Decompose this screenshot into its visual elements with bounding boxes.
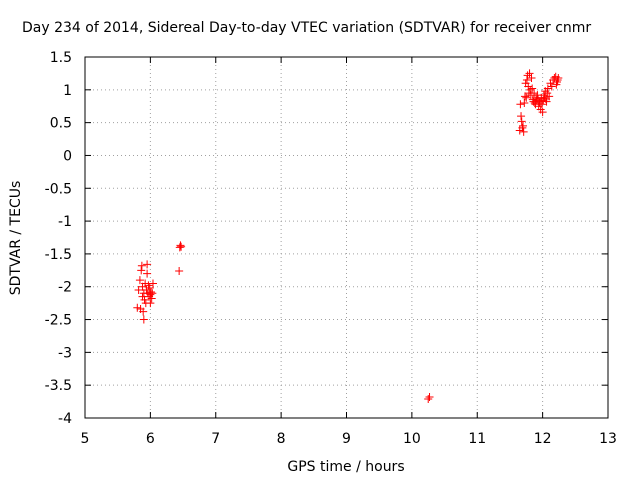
data-point (554, 74, 563, 83)
data-point (537, 100, 546, 109)
y-tick-label: 0 (63, 148, 72, 164)
y-tick-label: -0.5 (45, 181, 72, 197)
data-point (522, 75, 531, 84)
chart-title: Day 234 of 2014, Sidereal Day-to-day VTE… (22, 20, 591, 36)
y-tick-label: -2 (58, 280, 72, 296)
data-point (139, 307, 148, 316)
data-point (528, 95, 537, 104)
data-point (520, 98, 529, 107)
data-point (540, 93, 549, 102)
data-point (530, 89, 539, 98)
data-point (175, 243, 184, 252)
x-tick-label: 5 (81, 431, 90, 447)
y-tick-label: -1.5 (45, 247, 72, 263)
data-point (147, 294, 156, 303)
data-point (137, 266, 146, 275)
data-point (133, 303, 142, 312)
x-tick-label: 8 (277, 431, 286, 447)
data-point (520, 92, 529, 101)
x-tick-label: 12 (534, 431, 552, 447)
data-point (517, 117, 526, 126)
y-tick-label: 1.5 (50, 50, 72, 66)
data-point (143, 260, 152, 269)
data-point (553, 75, 562, 84)
axis-ticks (84, 56, 609, 419)
data-point (140, 295, 149, 304)
data-point (518, 123, 527, 132)
x-tick-label: 7 (211, 431, 220, 447)
x-tick-labels: 5 6 7 8 9 10 11 12 13 (81, 431, 617, 447)
y-tick-label: -1 (58, 214, 72, 230)
data-point (176, 241, 185, 250)
y-tick-label: 0.5 (50, 116, 72, 132)
data-point (146, 299, 155, 308)
data-points (133, 69, 563, 403)
x-tick-label: 9 (342, 431, 351, 447)
x-tick-label: 10 (403, 431, 421, 447)
data-point (177, 242, 186, 251)
data-point (527, 74, 536, 83)
data-point (519, 121, 528, 130)
data-point (524, 82, 533, 91)
data-point (142, 286, 151, 295)
y-tick-label: -3 (58, 345, 72, 361)
data-point (543, 89, 552, 98)
data-point (425, 392, 434, 401)
x-axis-label: GPS time / hours (287, 459, 404, 475)
data-point (147, 287, 156, 296)
x-tick-label: 11 (468, 431, 486, 447)
data-point (148, 279, 157, 288)
data-point (175, 266, 184, 275)
data-point (522, 93, 531, 102)
data-point (538, 108, 547, 117)
data-point (526, 85, 535, 94)
data-point (145, 284, 154, 293)
y-tick-labels: -4 -3.5 -3 -2.5 -2 -1.5 -1 -0.5 0 0.5 1 1.5 (45, 50, 72, 427)
data-point (542, 97, 551, 106)
y-tick-label: -2.5 (45, 313, 72, 329)
data-point (135, 276, 144, 285)
data-point (547, 82, 556, 91)
data-point (553, 77, 562, 86)
y-tick-label: -3.5 (45, 378, 72, 394)
data-point (545, 92, 554, 101)
data-point (543, 84, 552, 93)
x-tick-label: 6 (146, 431, 155, 447)
data-point (141, 279, 150, 288)
data-point (139, 315, 148, 324)
data-point (134, 286, 143, 295)
data-point (143, 269, 152, 278)
data-point (517, 112, 526, 121)
data-point (519, 127, 528, 136)
data-point (516, 100, 525, 109)
y-axis-label: SDTVAR / TECUs (8, 181, 24, 296)
x-tick-label: 13 (599, 431, 617, 447)
grid-lines (85, 57, 608, 418)
data-point (528, 84, 537, 93)
y-tick-label: 1 (63, 83, 72, 99)
data-point (525, 69, 534, 78)
data-point (424, 394, 433, 403)
y-tick-label: -4 (58, 411, 72, 427)
data-point (148, 289, 157, 298)
data-point (137, 261, 146, 270)
data-point (534, 102, 543, 111)
